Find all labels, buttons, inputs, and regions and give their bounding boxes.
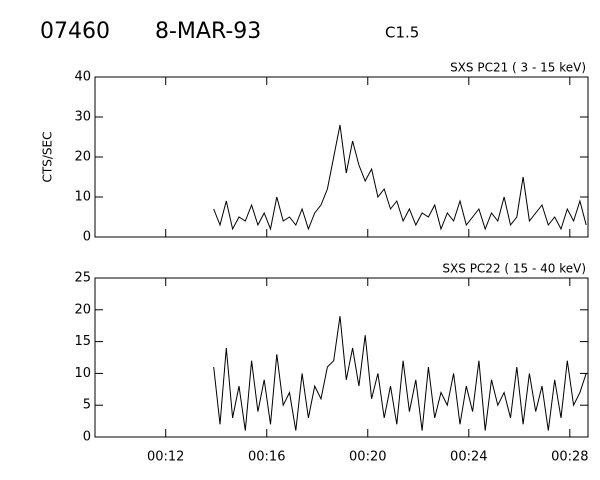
plot-frame bbox=[94, 76, 589, 238]
plot-frame bbox=[94, 277, 589, 438]
x-tick-label: 00:24 bbox=[450, 450, 487, 465]
x-tick-label: 00:12 bbox=[147, 450, 184, 465]
y-tick-label: 15 bbox=[74, 334, 91, 349]
y-tick-label: 30 bbox=[74, 110, 91, 125]
y-tick-label: 5 bbox=[83, 398, 91, 413]
y-tick-label: 20 bbox=[74, 150, 91, 165]
y-tick-label: 40 bbox=[74, 70, 91, 85]
panel-title: SXS PC22 ( 15 - 40 keV) bbox=[442, 262, 586, 276]
header-class: C1.5 bbox=[385, 24, 419, 42]
y-tick-label: 25 bbox=[74, 271, 91, 286]
data-line bbox=[213, 316, 587, 431]
y-axis-label: CTS/SEC bbox=[41, 132, 55, 183]
header-date: 8-MAR-93 bbox=[155, 19, 261, 44]
y-tick-label: 0 bbox=[83, 230, 91, 245]
data-line bbox=[213, 124, 587, 231]
y-tick-label: 10 bbox=[74, 190, 91, 205]
y-tick-label: 20 bbox=[74, 302, 91, 317]
panel-title: SXS PC21 ( 3 - 15 keV) bbox=[450, 61, 586, 75]
y-tick-label: 10 bbox=[74, 366, 91, 381]
x-tick-label: 00:16 bbox=[248, 450, 285, 465]
header-id: 07460 bbox=[40, 19, 110, 44]
y-tick-label: 0 bbox=[83, 430, 91, 445]
x-tick-label: 00:28 bbox=[551, 450, 588, 465]
x-tick-label: 00:20 bbox=[349, 450, 386, 465]
